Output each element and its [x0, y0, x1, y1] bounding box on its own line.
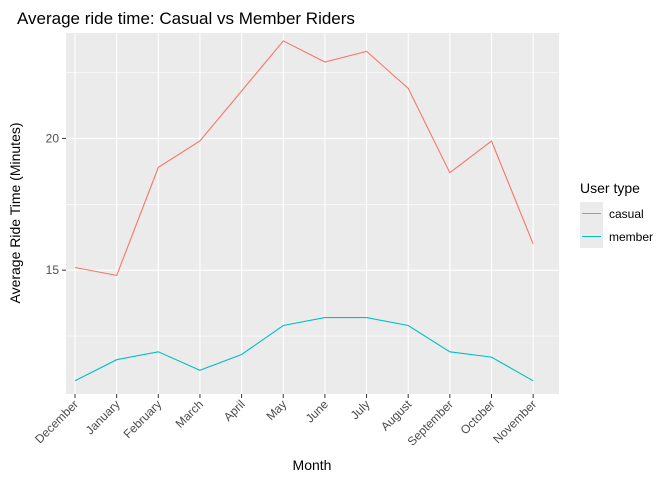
x-tick-label: April — [221, 397, 248, 424]
legend-label: casual — [609, 207, 644, 221]
x-tick-label: July — [348, 397, 373, 422]
x-tick-label: February — [121, 397, 165, 441]
minor-gridlines — [66, 72, 559, 337]
chart-title: Average ride time: Casual vs Member Ride… — [17, 9, 355, 28]
x-tick-label: May — [263, 397, 289, 423]
legend-keys: casual member — [580, 202, 653, 248]
y-axis-label: Average Ride Time (Minutes) — [7, 122, 23, 303]
x-tick-label: December — [32, 397, 81, 446]
y-tick-label: 15 — [46, 263, 60, 277]
x-axis-label: Month — [293, 457, 332, 473]
plot-panel — [66, 33, 559, 394]
series-line-member — [74, 317, 534, 382]
x-tick-label: March — [173, 397, 206, 430]
x-tick-label: August — [378, 397, 415, 434]
series-lines — [74, 40, 534, 382]
x-tick-label: June — [303, 397, 332, 426]
x-tick-label: September — [405, 397, 456, 448]
major-gridlines — [66, 33, 559, 394]
x-tick-label: November — [490, 397, 539, 446]
x-tick-label: October — [458, 397, 498, 437]
y-tick-label: 20 — [46, 131, 60, 145]
series-line-casual — [74, 40, 534, 277]
legend-title: User type — [580, 180, 640, 196]
legend: User type casual member — [580, 180, 653, 248]
legend-label: member — [609, 230, 653, 244]
x-tick-label: January — [83, 397, 123, 437]
